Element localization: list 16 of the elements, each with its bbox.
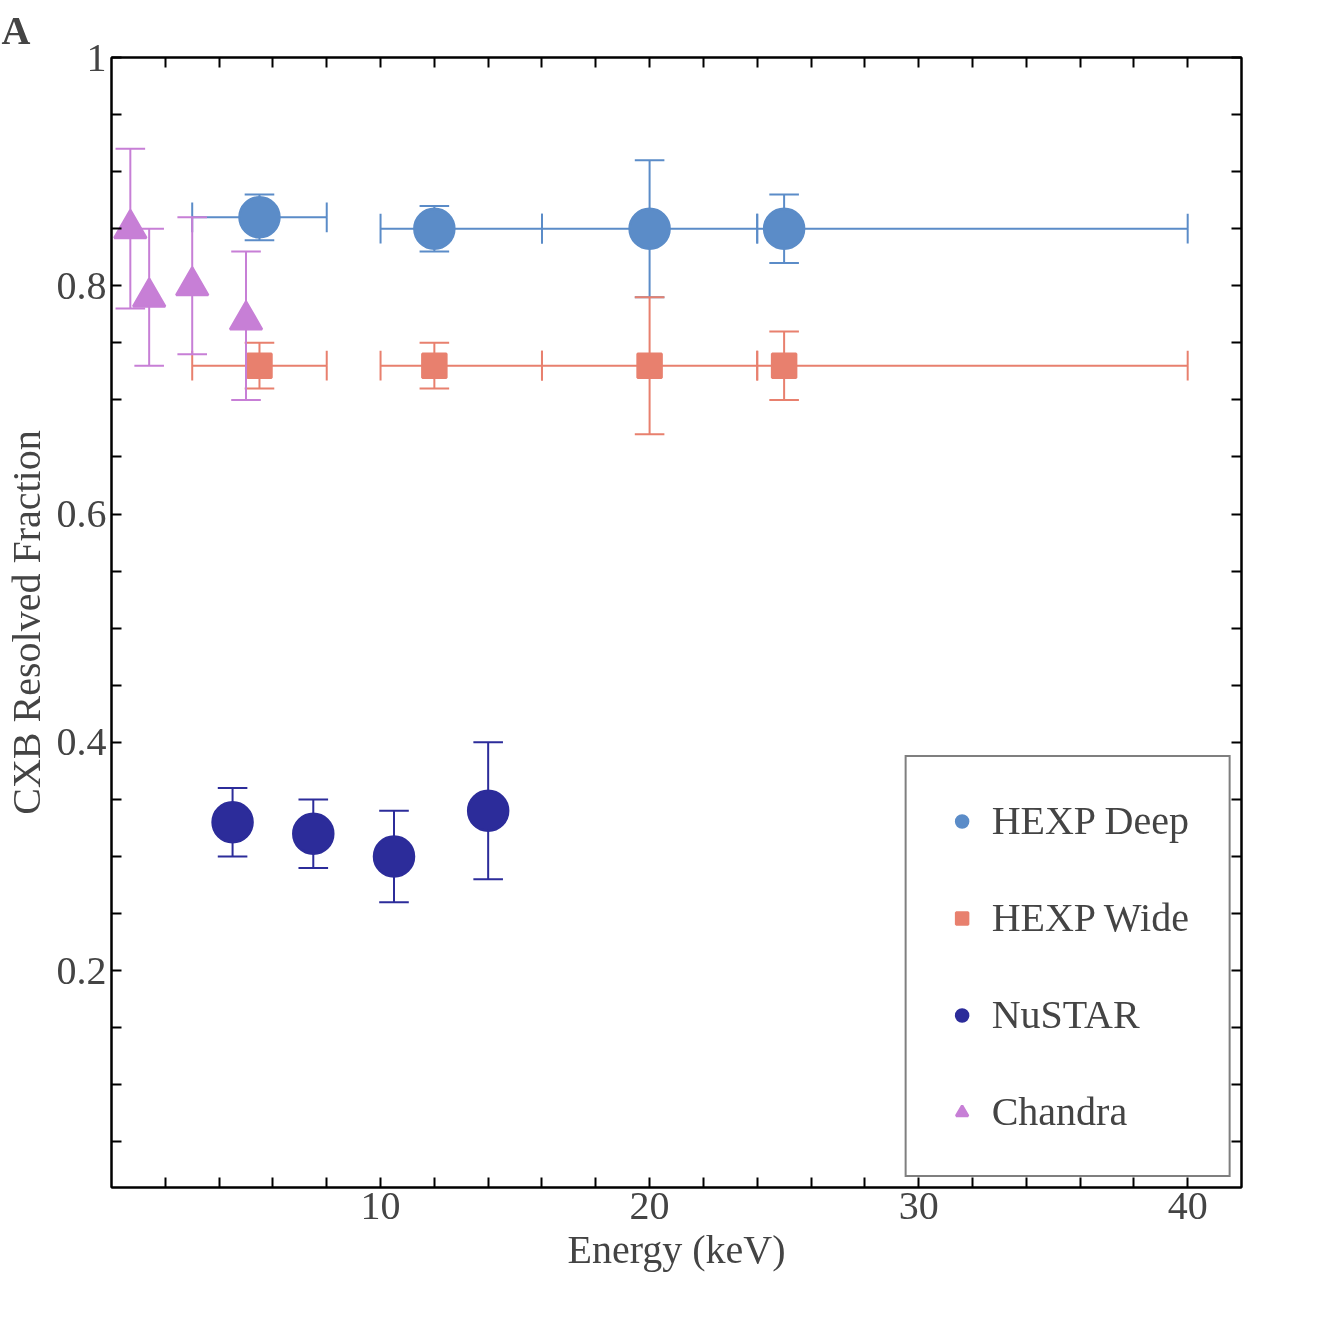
text: A xyxy=(1,7,31,53)
x-tick-label: 40 xyxy=(1167,1182,1208,1228)
y-tick-label: 1 xyxy=(86,34,107,80)
x-tick-label: 30 xyxy=(898,1182,939,1228)
y-tick-label: 0.8 xyxy=(56,262,107,308)
y-tick-label: 0.2 xyxy=(56,947,107,993)
y-tick-label: 0.4 xyxy=(56,719,107,765)
x-tick-label: 20 xyxy=(629,1182,670,1228)
legend-label: Chandra xyxy=(991,1088,1128,1135)
legend-label: HEXP Wide xyxy=(991,894,1189,941)
x-axis-title: Energy (keV) xyxy=(567,1226,786,1272)
legend-label: NuSTAR xyxy=(991,991,1140,1038)
x-tick-label: 10 xyxy=(360,1182,401,1228)
y-tick-label: 0.6 xyxy=(56,491,107,537)
legend-label: HEXP Deep xyxy=(991,797,1189,844)
y-axis-title: CXB Resolved Fraction xyxy=(3,430,49,815)
